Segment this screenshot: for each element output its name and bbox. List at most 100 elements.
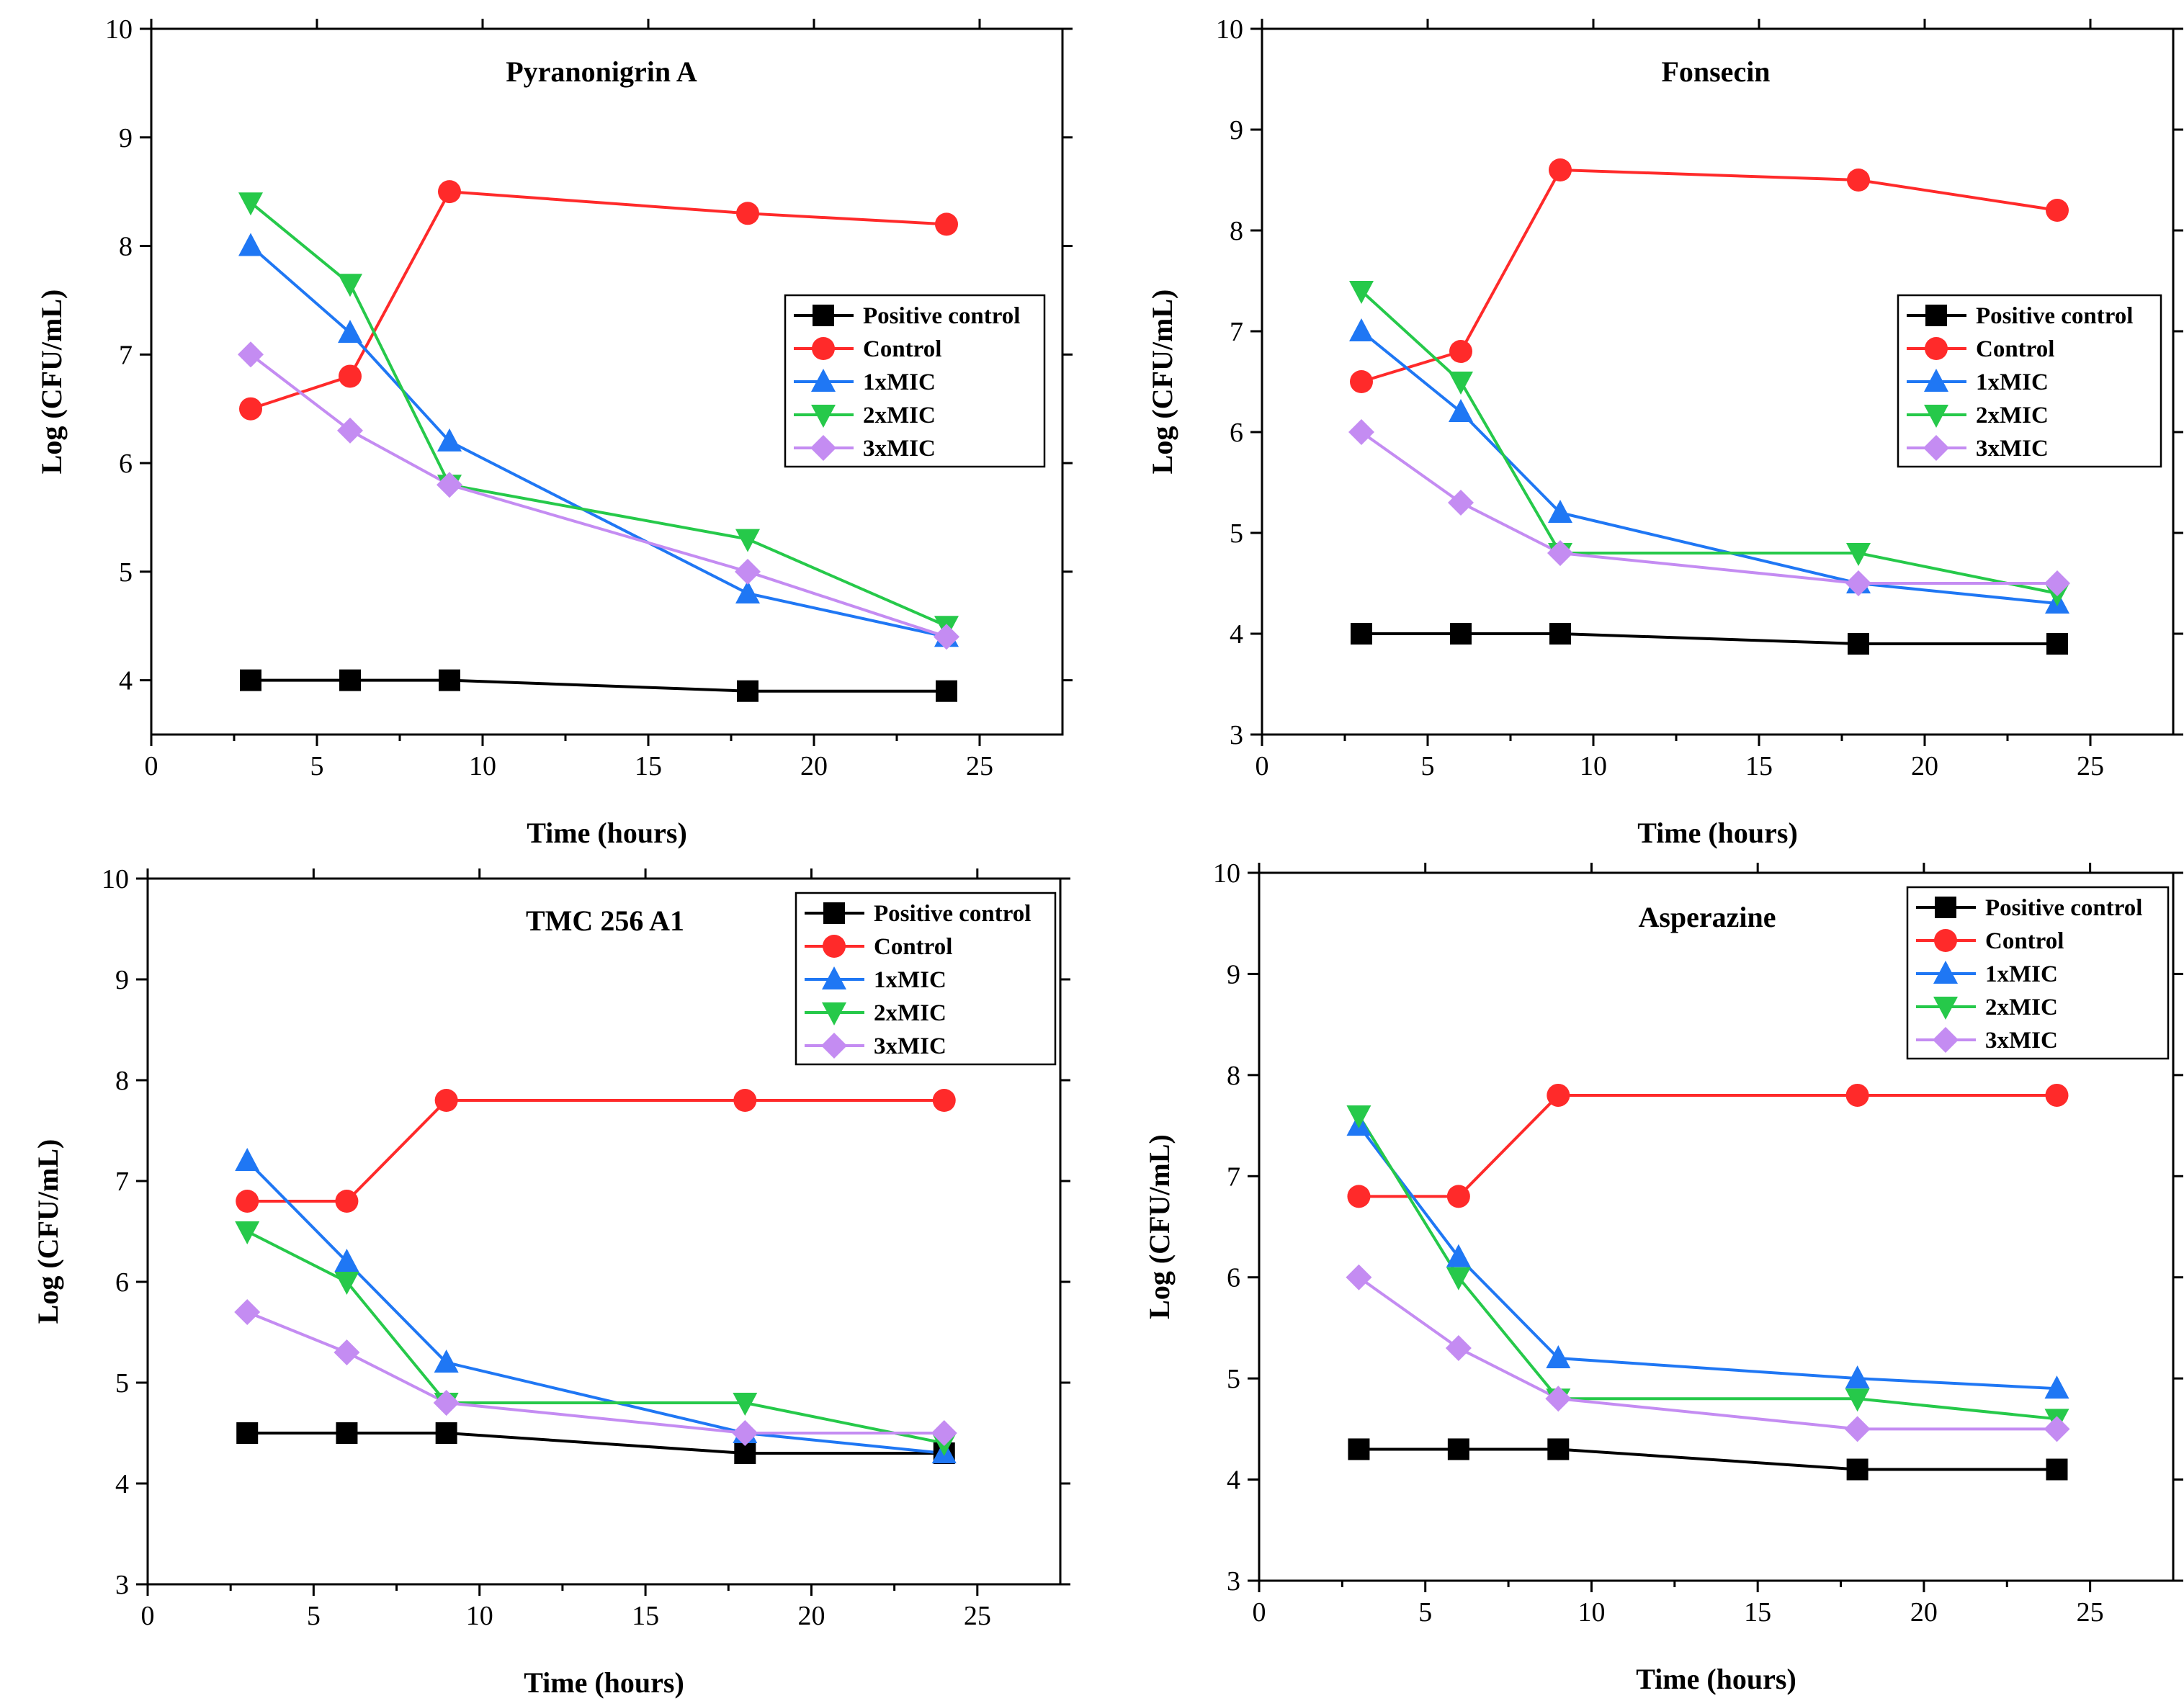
x-tick-label: 25 — [966, 751, 993, 781]
data-point-control — [733, 1089, 757, 1112]
data-point-positive-control — [236, 1422, 259, 1444]
x-tick-label: 25 — [2077, 1597, 2104, 1628]
x-axis-title: Time (hours) — [527, 817, 687, 849]
legend-label-positive-control: Positive control — [874, 901, 1031, 927]
x-tick-label: 20 — [800, 751, 828, 781]
data-point-positive-control — [240, 669, 261, 691]
data-point-control — [1350, 370, 1373, 393]
y-tick-label: 9 — [115, 965, 129, 995]
data-point-2xmic — [735, 529, 760, 552]
data-point-positive-control — [1348, 1438, 1370, 1460]
legend-label-1xmic: 1xMIC — [1985, 961, 2058, 987]
data-point-positive-control — [1846, 1458, 1869, 1481]
legend-marker-2xmic — [822, 1002, 846, 1025]
legend-label-positive-control: Positive control — [863, 303, 1020, 329]
data-point-3xmic — [1445, 1335, 1472, 1362]
data-point-3xmic — [931, 1420, 957, 1446]
x-tick-label: 20 — [1910, 1597, 1938, 1628]
data-point-control — [1549, 158, 1572, 181]
data-point-1xmic — [437, 428, 462, 452]
x-tick-label: 0 — [1256, 751, 1269, 781]
data-point-control — [2045, 1083, 2069, 1107]
y-tick-label: 9 — [119, 123, 133, 153]
legend-label-1xmic: 1xMIC — [874, 967, 946, 993]
x-tick-label: 5 — [307, 1601, 321, 1631]
legend-marker-1xmic — [822, 966, 846, 989]
y-tick-label: 5 — [1230, 518, 1243, 549]
data-point-2xmic — [1449, 372, 1473, 395]
legend-label-control: Control — [1976, 336, 2054, 362]
legend: Positive control Control 1xMIC 2xMIC 3xMIC — [1897, 294, 2162, 468]
data-point-3xmic — [1448, 490, 1474, 516]
legend-marker-control — [1934, 929, 1957, 952]
legend: Positive control Control 1xMIC 2xMIC 3xMIC — [784, 294, 1046, 468]
data-point-1xmic — [1548, 500, 1572, 523]
data-point-control — [1446, 1185, 1470, 1208]
plot-frame — [1261, 27, 2175, 736]
plot-frame — [150, 27, 1064, 736]
legend-marker-3xmic — [1933, 1027, 1959, 1053]
y-axis-title: Log (CFU/mL) — [1143, 1134, 1176, 1319]
data-point-1xmic — [434, 1350, 459, 1373]
plot-frame — [146, 877, 1062, 1586]
x-tick-label: 10 — [1580, 751, 1607, 781]
chart-title: Fonsecin — [1661, 55, 1770, 88]
data-point-2xmic — [338, 274, 362, 297]
legend-label-1xmic: 1xMIC — [1976, 369, 2049, 395]
data-point-3xmic — [1346, 1264, 1372, 1290]
y-tick-label: 9 — [1227, 959, 1240, 989]
legend-marker-2xmic — [1924, 405, 1948, 428]
data-point-positive-control — [1447, 1438, 1469, 1460]
data-point-2xmic — [235, 1221, 260, 1244]
y-tick-label: 6 — [115, 1267, 129, 1298]
legend-marker-1xmic — [811, 369, 836, 392]
legend-label-3xmic: 3xMIC — [1976, 436, 2049, 462]
x-tick-label: 25 — [964, 1601, 991, 1631]
x-tick-label: 20 — [1911, 751, 1938, 781]
data-point-3xmic — [1348, 419, 1374, 445]
legend-label-3xmic: 3xMIC — [874, 1033, 946, 1059]
y-tick-label: 3 — [1230, 720, 1243, 750]
data-point-2xmic — [1845, 1388, 1870, 1412]
data-point-positive-control — [336, 1422, 358, 1444]
data-point-1xmic — [334, 1249, 359, 1272]
y-tick-label: 7 — [1227, 1162, 1240, 1192]
chart-fonsecin: 0 5 10 15 20 25 3 4 5 6 7 8 9 10 Time (hours) Log (CFU/… — [1146, 14, 2183, 849]
plot-frame — [1258, 871, 2175, 1582]
y-tick-label: 7 — [115, 1167, 129, 1197]
data-point-1xmic — [238, 233, 263, 256]
y-tick-label: 4 — [119, 666, 133, 696]
y-tick-label: 4 — [1227, 1465, 1240, 1496]
legend-label-positive-control: Positive control — [1976, 303, 2133, 329]
data-point-control — [236, 1190, 259, 1213]
data-point-control — [1845, 1083, 1869, 1107]
data-point-1xmic — [1446, 1244, 1471, 1267]
data-point-control — [434, 1089, 458, 1112]
data-point-3xmic — [1547, 540, 1573, 566]
data-point-control — [1847, 169, 1870, 192]
chart-asperazine: 0 5 10 15 20 25 3 4 5 6 7 8 9 10 Time (hours) Log (CFU/… — [1143, 858, 2183, 1695]
legend-label-2xmic: 2xMIC — [1985, 995, 2058, 1020]
data-point-3xmic — [334, 1339, 360, 1365]
data-point-control — [335, 1190, 359, 1213]
data-point-3xmic — [2044, 1416, 2070, 1442]
legend-marker-1xmic — [1933, 961, 1958, 984]
data-point-3xmic — [934, 624, 959, 650]
x-tick-label: 0 — [1253, 1597, 1266, 1628]
legend-label-1xmic: 1xMIC — [863, 369, 936, 395]
data-point-positive-control — [435, 1422, 457, 1444]
chart-title: Pyranonigrin A — [506, 55, 697, 88]
legend-marker-2xmic — [1933, 997, 1958, 1020]
x-tick-label: 15 — [632, 1601, 659, 1631]
legend-label-2xmic: 2xMIC — [874, 1000, 946, 1026]
x-tick-label: 25 — [2077, 751, 2104, 781]
legend-marker-positive-control — [813, 305, 834, 326]
data-point-control — [339, 364, 362, 388]
legend-marker-positive-control — [1925, 305, 1947, 326]
y-tick-label: 8 — [1227, 1061, 1240, 1091]
y-tick-label: 8 — [1230, 216, 1243, 246]
data-point-2xmic — [733, 1393, 758, 1416]
y-tick-label: 6 — [119, 449, 133, 479]
data-point-1xmic — [1449, 399, 1473, 422]
data-point-3xmic — [1545, 1386, 1572, 1412]
